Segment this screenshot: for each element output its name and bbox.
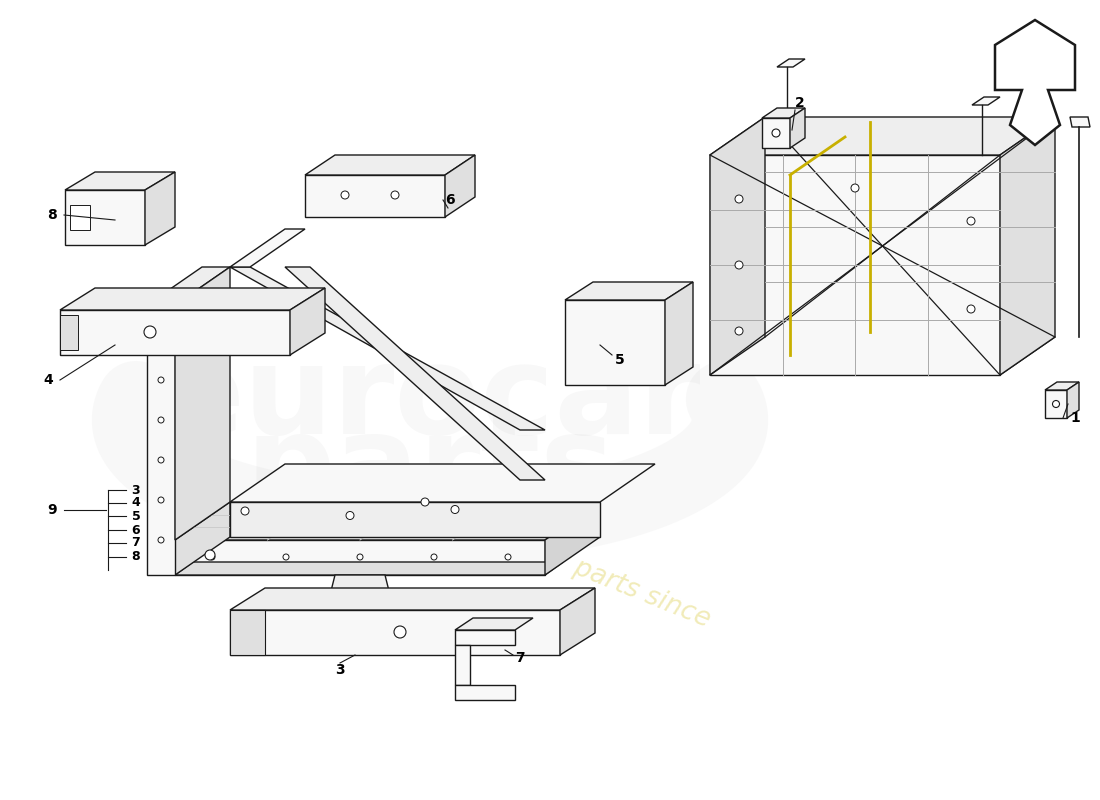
Polygon shape (230, 610, 560, 655)
Circle shape (158, 497, 164, 503)
Text: 9: 9 (47, 503, 57, 517)
Polygon shape (710, 117, 1055, 155)
Polygon shape (762, 118, 790, 148)
Polygon shape (560, 588, 595, 655)
Polygon shape (175, 267, 230, 540)
Polygon shape (710, 337, 1055, 375)
Polygon shape (175, 502, 600, 540)
Polygon shape (544, 502, 600, 575)
Circle shape (158, 537, 164, 543)
Circle shape (158, 457, 164, 463)
Polygon shape (145, 172, 175, 245)
Text: 5: 5 (132, 510, 141, 522)
Circle shape (394, 626, 406, 638)
Circle shape (283, 554, 289, 560)
Polygon shape (230, 610, 265, 655)
Polygon shape (305, 155, 475, 175)
Polygon shape (60, 315, 78, 350)
Circle shape (209, 554, 214, 560)
Polygon shape (1070, 117, 1090, 127)
Text: 8: 8 (47, 208, 57, 222)
Circle shape (390, 191, 399, 199)
Polygon shape (446, 155, 475, 217)
Polygon shape (305, 175, 446, 217)
Circle shape (967, 305, 975, 313)
Polygon shape (230, 464, 654, 502)
Circle shape (735, 195, 743, 203)
Polygon shape (230, 229, 305, 267)
Circle shape (241, 507, 249, 515)
Polygon shape (1037, 59, 1065, 67)
Text: 2: 2 (795, 96, 805, 110)
Circle shape (341, 191, 349, 199)
Polygon shape (1067, 382, 1079, 418)
Circle shape (735, 261, 743, 269)
Circle shape (735, 327, 743, 335)
Circle shape (505, 554, 512, 560)
Circle shape (144, 326, 156, 338)
Polygon shape (175, 502, 230, 575)
Text: a passion for parts since: a passion for parts since (406, 487, 715, 633)
Circle shape (158, 337, 164, 343)
Circle shape (158, 417, 164, 423)
Polygon shape (565, 282, 693, 300)
Circle shape (421, 498, 429, 506)
Polygon shape (65, 172, 175, 190)
Polygon shape (455, 630, 515, 645)
Text: 4: 4 (43, 373, 53, 387)
Polygon shape (65, 190, 145, 245)
Polygon shape (1045, 390, 1067, 418)
Polygon shape (777, 59, 805, 67)
Polygon shape (455, 618, 534, 630)
Polygon shape (666, 282, 693, 385)
Polygon shape (710, 117, 764, 375)
Polygon shape (1045, 382, 1079, 390)
Polygon shape (710, 155, 1000, 375)
Circle shape (205, 550, 214, 560)
Text: 6: 6 (446, 193, 454, 207)
Circle shape (451, 506, 459, 514)
Polygon shape (762, 108, 805, 118)
Polygon shape (230, 588, 595, 610)
Polygon shape (565, 300, 666, 385)
Polygon shape (455, 685, 515, 700)
Text: parts: parts (245, 410, 615, 530)
Polygon shape (70, 205, 90, 230)
Polygon shape (175, 562, 563, 575)
Text: eurocar: eurocar (160, 339, 701, 461)
Circle shape (851, 184, 859, 192)
Polygon shape (1000, 117, 1055, 375)
Polygon shape (996, 20, 1075, 145)
Polygon shape (230, 502, 600, 537)
Circle shape (1053, 401, 1059, 407)
Polygon shape (330, 575, 390, 595)
Polygon shape (147, 305, 175, 575)
Text: 8: 8 (132, 550, 141, 563)
Circle shape (772, 129, 780, 137)
Text: 3: 3 (132, 483, 141, 497)
Circle shape (158, 377, 164, 383)
Polygon shape (147, 267, 230, 305)
Circle shape (358, 554, 363, 560)
Text: 1: 1 (1070, 411, 1080, 425)
Polygon shape (790, 108, 805, 148)
Polygon shape (175, 540, 544, 575)
Text: 7: 7 (132, 537, 141, 550)
Text: 6: 6 (132, 523, 141, 537)
Polygon shape (972, 97, 1000, 105)
Text: 7: 7 (515, 651, 525, 665)
Text: 3: 3 (336, 663, 344, 677)
Polygon shape (290, 288, 324, 355)
Polygon shape (230, 267, 544, 430)
Circle shape (346, 511, 354, 519)
Circle shape (431, 554, 437, 560)
Text: 4: 4 (132, 497, 141, 510)
Circle shape (967, 217, 975, 225)
Text: 5: 5 (615, 353, 625, 367)
Polygon shape (60, 288, 324, 310)
Polygon shape (455, 645, 470, 685)
Polygon shape (60, 310, 290, 355)
Polygon shape (285, 267, 544, 480)
